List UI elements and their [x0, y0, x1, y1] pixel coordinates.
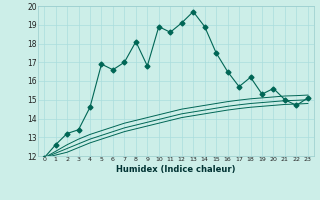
X-axis label: Humidex (Indice chaleur): Humidex (Indice chaleur) [116, 165, 236, 174]
